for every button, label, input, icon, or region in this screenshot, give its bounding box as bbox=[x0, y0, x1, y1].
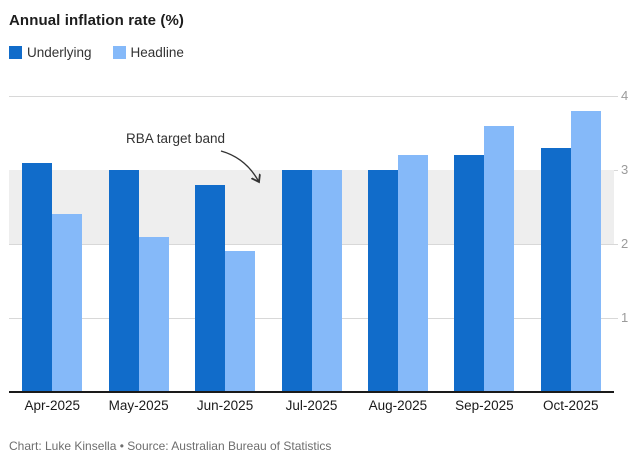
legend-swatch-headline bbox=[112, 46, 126, 59]
x-axis-label-aug-2025: Aug-2025 bbox=[368, 398, 428, 413]
x-axis-labels: Apr-2025 May-2025 Jun-2025 Jul-2025 Aug-2025… bbox=[9, 398, 614, 416]
bar-headline-apr-2025 bbox=[52, 214, 83, 392]
bar-underlying-jun-2025 bbox=[195, 184, 226, 392]
bar-underlying-oct-2025 bbox=[540, 147, 571, 392]
legend-label-underlying: Underlying bbox=[27, 45, 92, 60]
x-axis-label-jun-2025: Jun-2025 bbox=[196, 398, 254, 413]
bar-headline-oct-2025 bbox=[570, 110, 601, 392]
legend-swatch-underlying bbox=[9, 46, 22, 59]
bar-headline-sep-2025 bbox=[484, 125, 515, 392]
y-axis-tick-3: 3 bbox=[621, 162, 629, 177]
bar-underlying-jul-2025 bbox=[281, 170, 312, 392]
legend: Underlying Headline bbox=[9, 45, 184, 60]
chart-caption: Chart: Luke Kinsella • Source: Australia… bbox=[9, 439, 332, 453]
x-axis-label-may-2025: May-2025 bbox=[108, 398, 169, 413]
bar-headline-jul-2025 bbox=[311, 170, 342, 392]
bar-underlying-aug-2025 bbox=[367, 170, 398, 392]
bar-underlying-may-2025 bbox=[108, 170, 139, 392]
annotation-arrow-icon bbox=[220, 150, 267, 190]
x-axis-label-jul-2025: Jul-2025 bbox=[285, 398, 338, 413]
band-annotation-label: RBA target band bbox=[126, 131, 226, 146]
y-axis-tick-1: 1 bbox=[621, 310, 629, 325]
bar-headline-jun-2025 bbox=[225, 251, 256, 392]
chart-title: Annual inflation rate (%) bbox=[9, 12, 184, 29]
legend-label-headline: Headline bbox=[130, 45, 184, 60]
x-axis-label-apr-2025: Apr-2025 bbox=[24, 398, 80, 413]
legend-item-headline: Headline bbox=[112, 45, 184, 60]
x-axis-label-sep-2025: Sep-2025 bbox=[455, 398, 514, 413]
bar-underlying-sep-2025 bbox=[454, 155, 485, 392]
x-axis-label-oct-2025: Oct-2025 bbox=[543, 398, 599, 413]
y-axis-tick-4: 4 bbox=[621, 88, 629, 103]
y-axis-tick-2: 2 bbox=[621, 236, 629, 251]
bar-headline-may-2025 bbox=[138, 236, 169, 392]
plot-area: 1 2 3 4 bbox=[9, 88, 628, 393]
gridline-4 bbox=[9, 96, 618, 97]
x-axis-baseline bbox=[9, 391, 614, 393]
legend-item-underlying: Underlying bbox=[9, 45, 92, 60]
bar-headline-aug-2025 bbox=[397, 155, 428, 392]
bar-underlying-apr-2025 bbox=[22, 162, 53, 392]
